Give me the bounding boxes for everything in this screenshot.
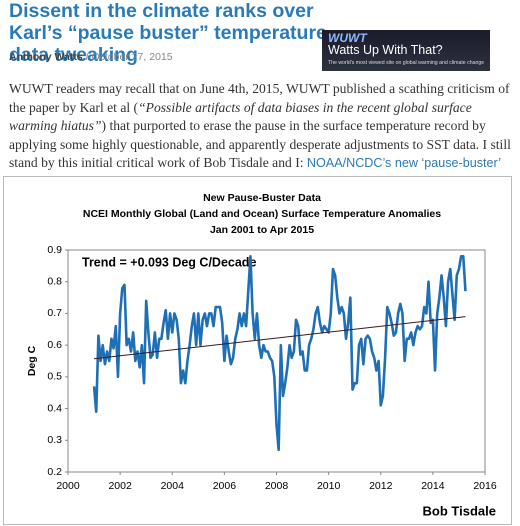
y-tick-label: 0.7 <box>47 307 62 319</box>
chart-frame <box>3 176 512 525</box>
quote: “Possible artifacts of data biases in th… <box>9 99 472 134</box>
site-logo[interactable]: WUWT Watts Up With That? The world's mos… <box>322 30 490 71</box>
data-line <box>92 255 467 452</box>
text: WUWT readers may recall that on June 4th… <box>9 81 510 115</box>
x-tick-label: 2006 <box>213 480 237 492</box>
x-tick-label: 2000 <box>56 480 80 492</box>
logo-name: WUWT <box>328 31 367 45</box>
y-tick-label: 0.4 <box>47 402 62 414</box>
logo-tagline: The world's most viewed site on global w… <box>328 60 485 66</box>
y-tick-label: 0.3 <box>47 434 62 446</box>
y-tick-label: 0.6 <box>47 339 62 351</box>
y-axis-label: Deg C <box>26 345 38 376</box>
y-tick-label: 0.9 <box>47 244 62 256</box>
x-tick-label: 2012 <box>369 480 393 492</box>
article-title: Dissent in the climate ranks over Karl’s… <box>9 0 327 66</box>
date: / October 27, 2015 <box>85 51 173 63</box>
x-tick-label: 2002 <box>108 480 132 492</box>
article-paragraph: WUWT readers may recall that on June 4th… <box>9 80 511 191</box>
chart-title: NCEI Monthly Global (Land and Ocean) Sur… <box>83 208 441 220</box>
logo-site: Watts Up With That? <box>328 43 443 57</box>
y-tick-label: 0.8 <box>47 275 62 287</box>
y-tick-label: 0.2 <box>47 466 62 478</box>
data-line <box>94 316 466 360</box>
x-tick-label: 2004 <box>161 480 185 492</box>
chart: New Pause-Buster Data NCEI Monthly Globa… <box>3 176 512 525</box>
y-tick-label: 0.5 <box>47 371 62 383</box>
text: ) that purported to erase the pause in t… <box>9 118 511 170</box>
x-tick-label: 2010 <box>317 480 341 492</box>
chart-title: New Pause-Buster Data <box>203 192 321 204</box>
annotation: Trend = +0.093 Deg C/Decade <box>82 255 256 269</box>
author: Anthony Watts <box>9 51 83 63</box>
credit: Bob Tisdale <box>423 503 496 518</box>
byline: Anthony Watts / October 27, 2015 <box>9 51 173 63</box>
x-tick-label: 2016 <box>473 480 497 492</box>
x-tick-label: 2014 <box>421 480 445 492</box>
chart-title: Jan 2001 to Apr 2015 <box>210 224 314 236</box>
x-tick-label: 2008 <box>265 480 289 492</box>
